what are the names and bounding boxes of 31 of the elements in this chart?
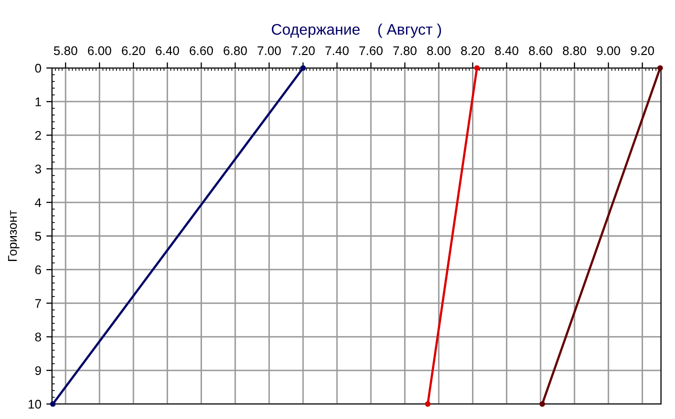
y-tick-label: 10 [28,400,42,409]
y-axis-title: Горизонт [8,210,20,261]
y-tick-label: 5 [35,232,42,241]
x-tick-label: 8.00 [427,46,450,56]
x-tick-label: 9.20 [630,46,654,56]
chart-title: Содержание ( Август ) [272,24,442,38]
x-tick-label: 7.40 [325,46,349,56]
x-tick-label: 6.80 [224,46,247,56]
y-tick-label: 2 [35,131,41,140]
x-tick-label: 6.20 [122,46,146,56]
y-tick-label: 7 [35,299,41,308]
x-tick-label: 8.60 [528,46,552,56]
x-tick-label: 7.80 [393,46,417,56]
x-tick-label: 9.00 [596,46,620,56]
y-tick-label: 3 [35,164,42,174]
x-tick-label: 6.60 [190,46,213,56]
y-tick-label: 4 [34,198,42,207]
x-tick-label: 7.00 [258,46,281,56]
x-tick-label: 8.80 [562,46,586,56]
y-tick-label: 9 [35,366,41,376]
y-tick-label: 0 [35,64,42,73]
y-tick-label: 8 [35,332,42,342]
x-tick-label: 6.00 [88,46,112,56]
x-tick-label: 8.40 [495,46,518,56]
x-tick-label: 7.20 [292,46,315,56]
y-tick-label: 6 [35,265,42,274]
y-tick-label: 1 [36,98,41,106]
x-tick-label: 6.40 [156,46,180,56]
x-tick-label: 8.20 [461,46,484,56]
x-tick-label: 7.60 [359,46,383,56]
x-tick-label: 5.80 [54,46,78,56]
